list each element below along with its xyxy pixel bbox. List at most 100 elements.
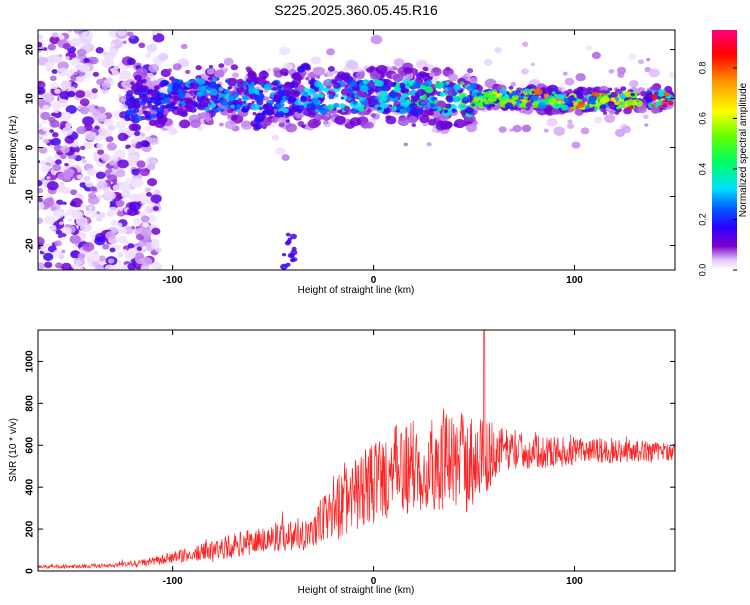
- heatmap-cell: [117, 132, 129, 142]
- heatmap-cell: [484, 101, 489, 105]
- heatmap-cell: [144, 126, 152, 132]
- heatmap-cell: [285, 232, 291, 237]
- heatmap-cell: [599, 104, 607, 110]
- heatmap-cell: [102, 243, 110, 250]
- heatmap-cell: [543, 128, 549, 133]
- heatmap-cell: [178, 79, 184, 84]
- heatmap-cell: [153, 85, 160, 90]
- heatmap-cell: [628, 53, 637, 60]
- heatmap-cell: [69, 234, 81, 244]
- heatmap-cell: [145, 192, 153, 197]
- heatmap-cell: [439, 91, 446, 97]
- heatmap-cell: [340, 96, 344, 100]
- heatmap-cell: [525, 102, 533, 108]
- heatmap-cell: [165, 104, 170, 109]
- heatmap-cell: [76, 126, 87, 135]
- heatmap-cell: [620, 101, 625, 105]
- heatmap-cell: [105, 77, 112, 83]
- heatmap-cell: [427, 88, 433, 93]
- heatmap-cell: [580, 127, 590, 135]
- heatmap-cell: [258, 89, 264, 94]
- heatmap-cell: [564, 77, 575, 86]
- heatmap-cell: [110, 220, 118, 226]
- heatmap-cell: [323, 78, 335, 88]
- heatmap-cell: [167, 68, 173, 73]
- heatmap-cell: [405, 106, 412, 112]
- heatmap-cell: [465, 107, 474, 114]
- heatmap-cell: [254, 123, 263, 130]
- heatmap-cell: [127, 263, 137, 270]
- heatmap-cell: [523, 96, 529, 101]
- heatmap-cell: [326, 48, 335, 56]
- heatmap-cell: [237, 115, 243, 121]
- heatmap-cell: [89, 94, 94, 98]
- heatmap-cell: [619, 94, 627, 100]
- heatmap-cell: [571, 141, 581, 149]
- heatmap-cell: [289, 105, 293, 108]
- heatmap-cell: [167, 83, 174, 89]
- heatmap-cell: [150, 91, 157, 97]
- heatmap-cell: [76, 174, 83, 180]
- heatmap-cell: [218, 63, 225, 68]
- heatmap-cell: [231, 111, 237, 116]
- heatmap-cell: [471, 112, 475, 116]
- heatmap-cell: [375, 79, 384, 87]
- heatmap-cell: [400, 101, 407, 107]
- heatmap-cell: [92, 109, 102, 117]
- heatmap-cell: [64, 135, 75, 144]
- heatmap-cell: [365, 121, 374, 129]
- heatmap-cell: [224, 89, 231, 95]
- heatmap-cell: [277, 89, 287, 97]
- heatmap-cell: [530, 62, 536, 67]
- heatmap-cell: [209, 88, 218, 96]
- heatmap-cell: [306, 88, 316, 96]
- heatmap-cell: [610, 91, 618, 98]
- heatmap-cell: [667, 101, 674, 106]
- heatmap-cell: [47, 43, 56, 51]
- heatmap-cell: [289, 253, 295, 258]
- heatmap-cell: [95, 135, 103, 142]
- heatmap-cell: [116, 252, 124, 258]
- heatmap-cell: [232, 72, 239, 78]
- heatmap-cell: [303, 109, 313, 117]
- heatmap-cell: [418, 71, 426, 78]
- heatmap-cell: [414, 92, 419, 96]
- heatmap-cell: [637, 59, 645, 65]
- snr-y-tick-label: 200: [25, 520, 36, 537]
- heatmap-cell: [553, 126, 566, 136]
- heatmap-cell: [54, 240, 62, 247]
- heatmap-cell: [267, 109, 275, 116]
- heatmap-cell: [172, 63, 182, 71]
- heatmap-cell: [129, 35, 135, 39]
- heatmap-cell: [298, 68, 303, 72]
- heatmap-cell: [113, 65, 119, 70]
- heatmap-cell: [271, 134, 280, 141]
- heatmap-cell: [91, 186, 97, 192]
- heatmap-cell: [61, 249, 66, 254]
- heatmap-x-tick-label: -100: [163, 275, 183, 286]
- heatmap-cell: [67, 217, 73, 222]
- heatmap-cells: [38, 30, 675, 270]
- heatmap-cell: [573, 102, 578, 107]
- heatmap-cell: [531, 95, 539, 102]
- heatmap-cell: [581, 97, 588, 103]
- heatmap-y-tick-label: 0: [25, 144, 36, 150]
- heatmap-cell: [145, 114, 150, 119]
- heatmap-cell: [621, 125, 631, 134]
- heatmap-cell: [201, 112, 211, 120]
- heatmap-cell: [469, 77, 478, 84]
- heatmap-cell: [139, 100, 147, 106]
- heatmap-cell: [650, 104, 656, 108]
- heatmap-cell: [97, 149, 105, 155]
- heatmap-cell: [230, 64, 239, 71]
- heatmap-cell: [604, 114, 616, 123]
- heatmap-cell: [498, 126, 507, 133]
- heatmap-cell: [136, 160, 146, 168]
- heatmap-cell: [147, 178, 158, 187]
- heatmap-cell: [103, 51, 116, 61]
- heatmap-cell: [361, 104, 365, 108]
- heatmap-cell: [378, 94, 388, 103]
- heatmap-cell: [640, 91, 648, 97]
- heatmap-cell: [656, 100, 663, 106]
